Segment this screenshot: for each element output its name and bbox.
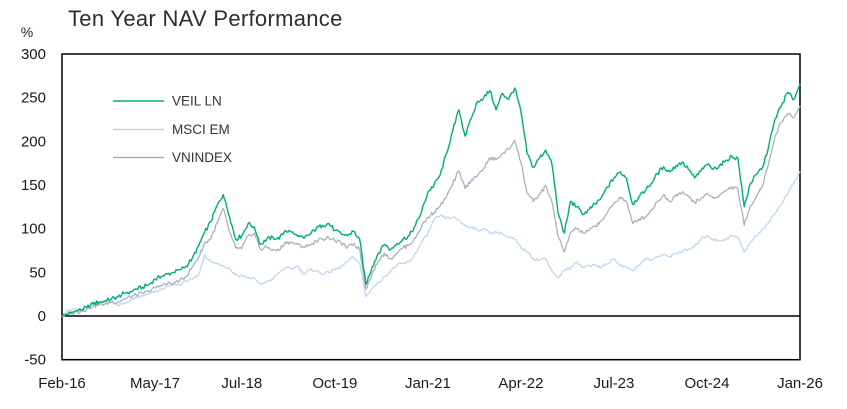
x-tick-label: Jan-21 xyxy=(405,375,451,392)
x-tick-label: Oct-24 xyxy=(684,375,729,392)
legend: VEIL LN MSCI EM VNINDEX xyxy=(113,94,232,165)
y-tick-label: 200 xyxy=(21,133,46,150)
y-tick-label: 250 xyxy=(21,90,46,107)
y-axis-unit: % xyxy=(21,24,33,40)
y-tick-label: -50 xyxy=(24,352,46,369)
series-line-vnindex xyxy=(61,105,801,317)
legend-label-vnindex: VNINDEX xyxy=(172,150,232,165)
axes xyxy=(61,53,801,361)
x-tick-label: Apr-22 xyxy=(498,375,543,392)
plot-series-lines xyxy=(61,83,801,317)
x-tick-label: May-17 xyxy=(130,375,180,392)
series-line-veil-ln xyxy=(61,83,801,317)
y-tick-label: 150 xyxy=(21,177,46,194)
x-tick-label: Jul-18 xyxy=(221,375,262,392)
y-axis-tick-labels: 300 250 200 150 100 50 0 -50 xyxy=(21,46,46,369)
chart-title: Ten Year NAV Performance xyxy=(68,6,343,31)
x-tick-label: Feb-16 xyxy=(38,375,86,392)
x-tick-label: Jul-23 xyxy=(594,375,635,392)
y-tick-label: 50 xyxy=(29,264,46,281)
legend-label-veil-ln: VEIL LN xyxy=(172,94,222,109)
plot-frame xyxy=(61,53,801,361)
x-axis-tick-labels: Feb-16 May-17 Jul-18 Oct-19 Jan-21 Apr-22 Jul-… xyxy=(38,375,823,392)
legend-label-msci-em: MSCI EM xyxy=(172,122,230,137)
y-tick-label: 0 xyxy=(38,308,46,325)
x-tick-label: Jan-26 xyxy=(777,375,823,392)
y-tick-label: 100 xyxy=(21,221,46,238)
x-tick-label: Oct-19 xyxy=(312,375,357,392)
y-tick-label: 300 xyxy=(21,46,46,63)
series-line-msci-em xyxy=(61,171,801,317)
